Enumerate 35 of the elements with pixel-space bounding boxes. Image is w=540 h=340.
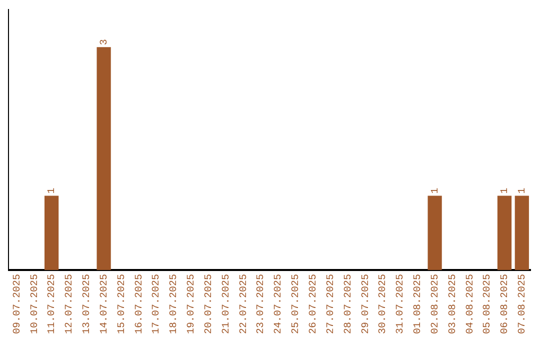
x-tick-label: 09.07.2025 — [12, 274, 24, 334]
x-tick-label: 31.07.2025 — [396, 274, 407, 334]
x-tick-label: 18.07.2025 — [169, 274, 180, 334]
x-tick-label: 17.07.2025 — [152, 274, 163, 334]
x-tick-label: 04.08.2025 — [465, 274, 476, 334]
x-tick-label: 03.08.2025 — [448, 274, 459, 334]
data-label: 1 — [47, 188, 58, 194]
x-tick-label: 05.08.2025 — [482, 274, 494, 334]
x-tick-label: 24.07.2025 — [274, 274, 285, 334]
data-label: 1 — [500, 188, 512, 194]
x-tick-label: 21.07.2025 — [221, 274, 232, 334]
x-tick-label: 13.07.2025 — [82, 274, 94, 334]
x-tick-label: 01.08.2025 — [413, 274, 424, 334]
x-tick-label: 19.07.2025 — [186, 274, 198, 334]
x-tick-label: 27.07.2025 — [326, 274, 337, 334]
x-tick-label: 11.07.2025 — [47, 274, 58, 334]
x-tick-label: 20.07.2025 — [204, 274, 215, 334]
x-tick-label: 06.08.2025 — [500, 274, 512, 334]
x-tick-label: 25.07.2025 — [291, 274, 302, 334]
data-label: 1 — [430, 188, 442, 194]
x-tick-label: 22.07.2025 — [238, 274, 250, 334]
x-tick-label: 28.07.2025 — [343, 274, 354, 334]
x-tick-label: 23.07.2025 — [256, 274, 268, 334]
x-tick-label: 15.07.2025 — [116, 274, 128, 334]
data-label: 3 — [99, 39, 110, 46]
x-tick-label: 26.07.2025 — [308, 274, 320, 334]
x-tick-label: 16.07.2025 — [134, 274, 146, 334]
data-label: 1 — [518, 188, 529, 194]
x-tick-label: 14.07.2025 — [99, 274, 110, 334]
x-tick-label: 02.08.2025 — [430, 274, 442, 334]
x-tick-label: 07.08.2025 — [518, 274, 529, 334]
x-tick-label: 12.07.2025 — [64, 274, 76, 334]
x-tick-label: 29.07.2025 — [360, 274, 372, 334]
x-tick-label: 10.07.2025 — [30, 274, 41, 334]
x-tick-label: 30.07.2025 — [378, 274, 390, 334]
